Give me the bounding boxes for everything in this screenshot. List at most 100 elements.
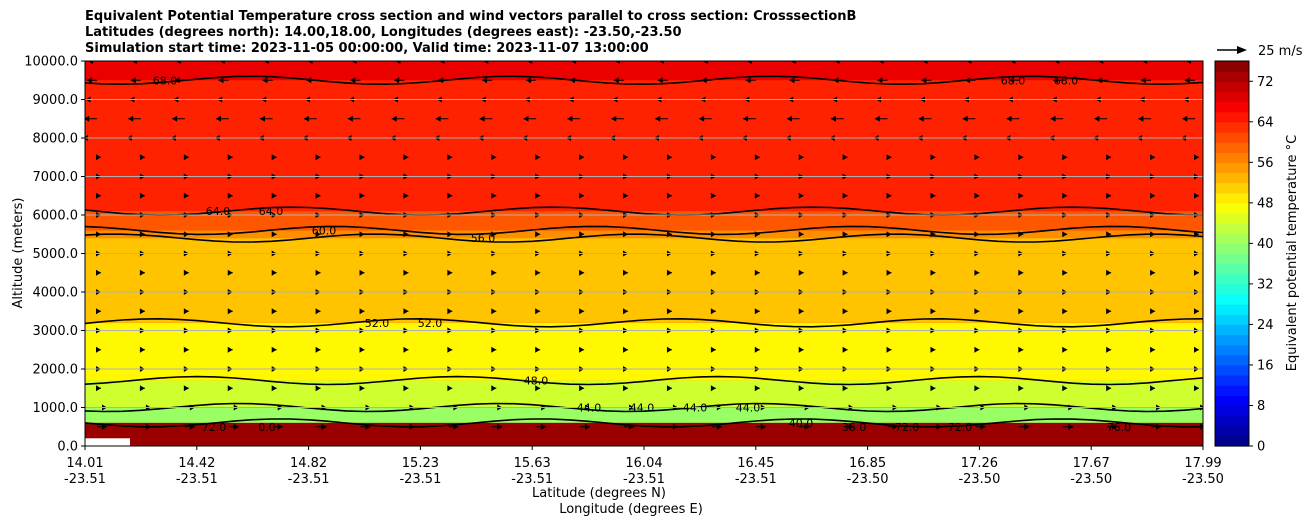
wind-vector-head [359,308,365,315]
wind-vector-head [754,192,760,199]
wind-vector-head [1018,269,1024,276]
wind-vector-head [830,115,836,122]
wind-vector-head [259,115,265,122]
wind-vector-head [878,61,884,64]
wind-vector-head [1094,115,1100,122]
contour-label: 64.0 [259,205,284,218]
x-tick-longitude: -23.50 [847,472,889,487]
wind-vector-head [479,115,485,122]
wind-vector-head [786,115,792,122]
wind-vector-head [541,423,547,430]
field-band [85,238,1203,323]
wind-vector-head [892,423,898,430]
colorbar-frame [1214,60,1250,447]
wind-vector-head [930,308,936,315]
wind-vector-head [658,61,664,64]
wind-vector-head [96,385,101,392]
x-axis-label-longitude: Longitude (degrees E) [559,502,703,517]
colorbar-segment [1215,121,1249,133]
x-tick-latitude: 16.04 [625,456,662,471]
wind-vector-head [834,61,840,64]
wind-vector-head [491,192,497,199]
wind-vector-head [447,346,453,353]
contour-line [85,418,1203,428]
wind-vector-head [623,308,629,315]
wind-vector-head [666,192,672,199]
wind-vector-head [403,231,409,238]
x-tick-latitude: 14.82 [290,456,327,471]
wind-vector-head [842,192,848,199]
wind-vector-head [1062,385,1068,392]
colorbar-segment [1215,405,1249,417]
wind-vector-head [447,269,453,276]
field-band [85,211,1203,231]
wind-vector-head [1138,115,1144,122]
wind-vector-head [1062,269,1068,276]
contour-label: 72.0 [895,421,920,434]
wind-vector-head [303,115,309,122]
wind-vector-head [347,115,353,122]
contour-label: 36.0 [842,421,867,434]
wind-vector-head [1106,192,1112,199]
colorbar-segment [1215,354,1249,366]
wind-vector-head [491,269,497,276]
wind-vector-head [359,269,365,276]
wind-vector-head [798,192,804,199]
wind-vector-head [86,77,92,84]
wind-vector-head [175,61,181,64]
wind-vector-head [886,385,892,392]
wind-vector-head [359,192,365,199]
wind-vector-head [183,269,189,276]
y-tick-label: 0.0 [57,440,78,455]
wind-vector-head [1194,154,1199,161]
wind-vector-head [1062,192,1068,199]
wind-vector-head [130,77,136,84]
wind-vector-head [227,346,233,353]
wind-vector-head [271,385,277,392]
wind-vector-head [760,423,766,430]
wind-vector-head [710,154,716,161]
wind-vector-head [447,385,453,392]
wind-vector-head [139,192,145,199]
wind-vector-head [930,269,936,276]
wind-vector-head [918,115,924,122]
title-line-1: Equivalent Potential Temperature cross s… [85,9,857,24]
wind-vector-head [315,385,321,392]
wind-vector-head [1194,192,1199,199]
wind-vector-head [657,77,663,84]
wind-vector-head [359,346,365,353]
wind-vector-head [183,385,189,392]
wind-vector-head [1150,385,1156,392]
wind-vector-head [351,61,357,64]
wind-vector-head [710,269,716,276]
wind-vector-head [315,154,321,161]
wind-vector-head [842,154,848,161]
wind-vector-head [183,308,189,315]
wind-vector-head [615,61,621,64]
x-tick-longitude: -23.51 [288,472,330,487]
wind-vector-head [1062,154,1068,161]
wind-vector-head [523,115,529,122]
colorbar-segment [1215,142,1249,153]
y-tick-label: 4000.0 [33,286,79,301]
wind-vector-head [666,385,672,392]
colorbar-segment [1215,101,1249,113]
x-tick-longitude: -23.51 [623,472,665,487]
wind-vector-head [1018,308,1024,315]
wind-vector-head [482,77,488,84]
wind-vector-head [96,308,101,315]
x-axis: 14.01-23.5114.42-23.5114.82-23.5115.23-2… [64,446,1224,487]
wind-vector-head [216,115,222,122]
colorbar-segment [1215,243,1249,255]
contour-label: 56.0 [471,232,496,245]
wind-vector-head [1150,154,1156,161]
wind-vector-head [263,61,269,64]
wind-vector-head [936,423,942,430]
wind-vector-head [655,115,661,122]
colorbar: 0 8 16 24 32 40 48 56 64 72 [1214,60,1274,455]
wind-vector-head [227,269,233,276]
wind-vector-head [219,61,225,64]
wind-vector-head [394,77,400,84]
wind-vector-head [798,154,804,161]
wind-vector-head [271,308,277,315]
